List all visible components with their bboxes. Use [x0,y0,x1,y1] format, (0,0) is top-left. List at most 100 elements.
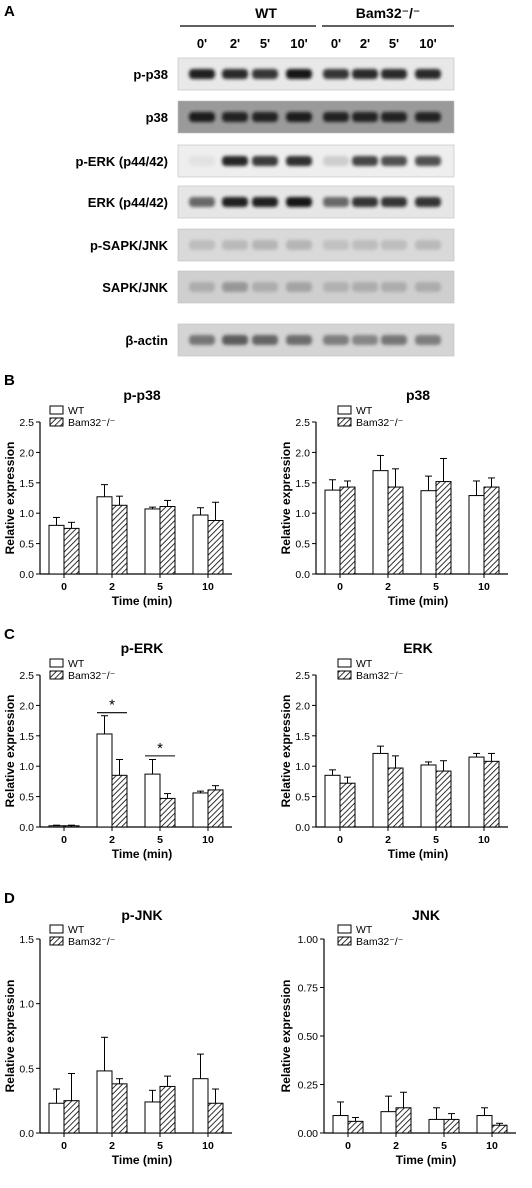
legend-label-bam32: Bam32⁻/⁻ [356,417,403,429]
bar-bam32 [483,486,500,575]
lane-label: 10' [419,36,437,51]
legend-label-wt: WT [68,924,85,936]
blot-band [381,240,407,250]
bar-wt [324,489,341,575]
bar-wt [420,490,437,575]
y-axis-label: Relative expression [3,980,17,1093]
bar-wt [48,825,65,828]
bar-bam32 [111,504,128,575]
blot-band [189,197,215,207]
blot-band [352,335,378,345]
y-tick-label: 2.5 [295,670,310,682]
blot-row-label-p-p38: p-p38 [133,67,168,82]
blot-row-label-p38: p38 [146,110,168,125]
bar-wt [96,1070,113,1134]
bar-bam32 [395,1107,412,1134]
blot-band [415,282,441,292]
y-tick-label: 1.0 [19,999,34,1011]
y-tick-label: 1.5 [295,478,310,490]
bar-bam32 [63,825,80,828]
blot-band [222,335,248,345]
blot-band [252,69,278,79]
y-axis-label: Relative expression [3,442,17,555]
significance-star: * [157,740,163,757]
y-tick-label: 2.5 [19,670,34,682]
x-tick-label: 0 [337,834,343,846]
bar-wt [372,470,389,575]
y-tick-label: 1.0 [19,508,34,520]
y-tick-label: 2.0 [19,447,34,459]
blot-band [415,240,441,250]
x-tick-label: 2 [393,1140,399,1152]
bar-wt [144,508,161,575]
chart-title: JNK [412,907,440,923]
bar-wt [144,1101,161,1134]
y-tick-label: 2.0 [295,700,310,712]
bar-bam32 [207,1102,224,1134]
legend-label-bam32: Bam32⁻/⁻ [356,936,403,948]
y-tick-label: 1.5 [19,478,34,490]
lane-label: 0' [331,36,341,51]
y-tick-label: 0.5 [19,539,34,551]
blot-band [323,240,349,250]
blot-band [323,69,349,79]
bar-wt [324,774,341,828]
panel-letter-a: A [4,3,15,20]
bar-bam32 [491,1124,508,1134]
lane-label: 5' [260,36,270,51]
bar-bam32 [387,486,404,575]
y-tick-label: 2.0 [295,447,310,459]
blot-band [381,156,407,166]
bar-bam32 [63,527,80,575]
x-tick-label: 2 [109,581,115,593]
blot-band [286,69,312,79]
y-tick-label: 0.5 [295,539,310,551]
blot-band [286,335,312,345]
bar-wt [48,1102,65,1134]
blot-band [252,240,278,250]
blot-band [352,156,378,166]
bar-bam32 [339,486,356,575]
x-tick-label: 5 [157,834,163,846]
bar-wt [468,756,485,828]
blot-band [286,282,312,292]
legend-swatch-bam32 [337,670,352,680]
panel-letter-c: C [4,626,15,643]
legend-swatch-wt [49,924,64,934]
blot-band [252,112,278,122]
panel-letter-d: D [4,890,15,907]
y-tick-label: 0.5 [19,792,34,804]
blot-band [415,156,441,166]
y-axis-label: Relative expression [279,442,293,555]
blot-band [189,112,215,122]
x-tick-label: 10 [478,834,490,846]
bar-wt [468,495,485,575]
bar-bam32 [435,481,452,575]
blot-band [252,282,278,292]
group-label-wt: WT [255,5,277,21]
chart-title: p38 [406,387,430,403]
blot-band [323,156,349,166]
x-tick-label: 10 [486,1140,498,1152]
x-tick-label: 10 [202,1140,214,1152]
chart-title: p-JNK [121,907,162,923]
blot-strip-p-sapk-jnk [177,228,455,262]
bar-bam32 [207,519,224,575]
chart-p-jnk: p-JNK WT Bam32⁻/⁻ 0.0 0.5 1.0 1.5 Relative expr… [0,895,266,1185]
blot-strip-p-p38 [177,57,455,91]
y-tick-label: 1.5 [19,934,34,946]
y-tick-label: 0.0 [19,822,34,834]
legend-swatch-bam32 [49,936,64,946]
y-tick-label: 1.00 [298,934,319,946]
lane-label: 0' [197,36,207,51]
blot-band [222,240,248,250]
x-axis-label: Time (min) [388,847,448,861]
blot-strip-erk-p44-42 [177,185,455,219]
blot-band [415,69,441,79]
chart-jnk: JNK WT Bam32⁻/⁻ 0.00 0.25 0.50 0.75 1.00 Relativ… [266,895,532,1185]
blot-strip-p38 [177,100,455,134]
x-tick-label: 10 [478,581,490,593]
y-tick-label: 0.0 [295,569,310,581]
blot-row-label-actin: β-actin [125,333,168,348]
blot-band [381,69,407,79]
